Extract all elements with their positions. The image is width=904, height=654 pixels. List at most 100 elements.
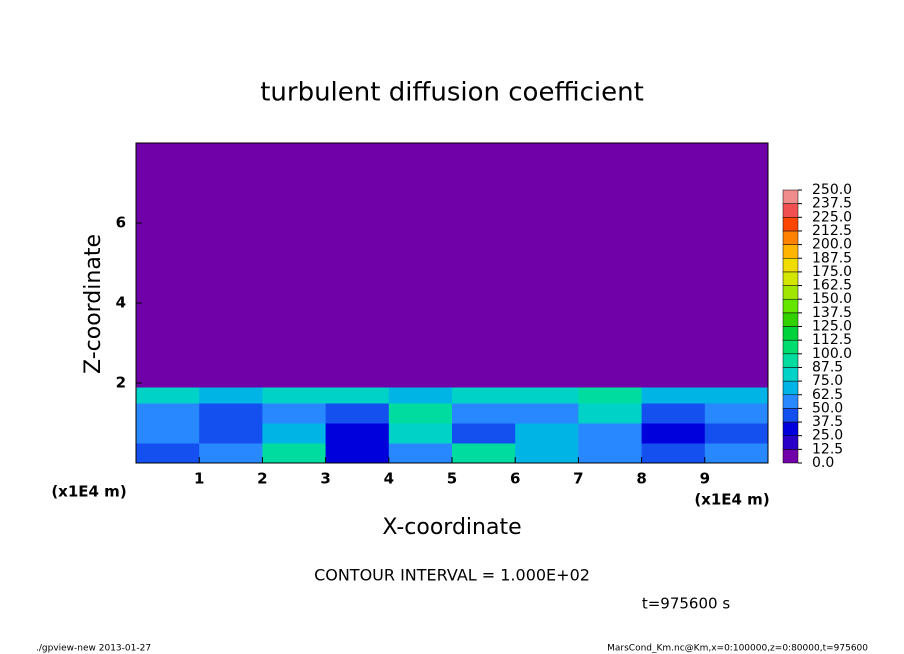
y-unit-label: (x1E4 m) — [51, 483, 126, 501]
colorbar-box — [782, 380, 799, 396]
colorbar-label: 237.5 — [812, 196, 852, 212]
cell — [325, 443, 390, 464]
colorbar-label: 100.0 — [812, 346, 852, 362]
cell — [199, 387, 263, 404]
colorbar-label: 187.5 — [812, 250, 852, 266]
colorbar-box — [782, 258, 799, 273]
colorbar-box — [782, 312, 799, 327]
colorbar-box — [782, 189, 799, 204]
x-tick-label: 1 — [194, 470, 204, 488]
x-tick-label: 4 — [384, 470, 394, 488]
cell — [325, 423, 390, 444]
cell — [136, 387, 200, 404]
colorbar-label: 37.5 — [812, 414, 843, 430]
cell — [388, 403, 453, 424]
colorbar-label: 137.5 — [812, 305, 852, 321]
cell — [136, 423, 200, 444]
y-tick-label: 4 — [116, 294, 126, 312]
cell — [325, 143, 390, 388]
colorbar-label: 25.0 — [812, 428, 843, 444]
cell — [515, 423, 579, 444]
colorbar-box — [782, 353, 799, 368]
cell — [641, 143, 706, 388]
x-tick-label: 6 — [510, 470, 520, 488]
colorbar-label: 225.0 — [812, 209, 852, 225]
x-tick-label: 5 — [447, 470, 457, 488]
cell — [578, 403, 643, 424]
cell — [262, 143, 327, 388]
cell — [452, 143, 516, 388]
cell — [515, 443, 579, 464]
footer-right: MarsCond_Km.nc@Km,x=0:100000,z=0:80000,t… — [607, 644, 868, 654]
x-tick-label: 3 — [320, 470, 330, 488]
colorbar-box — [782, 298, 799, 314]
colorbar-label: 0.0 — [812, 455, 834, 471]
cell — [515, 387, 579, 404]
cell — [515, 143, 579, 388]
cell — [199, 143, 263, 388]
contour-interval: CONTOUR INTERVAL = 1.000E+02 — [314, 566, 590, 585]
x-tick-label: 2 — [257, 470, 267, 488]
cell — [199, 443, 263, 464]
time-label: t=975600 s — [642, 595, 730, 613]
colorbar-box — [782, 285, 799, 300]
cell — [262, 443, 327, 464]
cell — [388, 423, 453, 444]
colorbar-label: 50.0 — [812, 400, 843, 416]
colorbar-label: 212.5 — [812, 223, 852, 239]
cell — [704, 403, 769, 424]
colorbar-label: 75.0 — [812, 373, 843, 389]
cell — [578, 443, 643, 464]
colorbar-label: 125.0 — [812, 319, 852, 335]
colorbar-box — [782, 217, 799, 232]
x-tick-label: 8 — [636, 470, 646, 488]
colorbar-label: 250.0 — [812, 182, 852, 198]
cell — [578, 143, 643, 388]
cell — [325, 403, 390, 424]
cell — [388, 443, 453, 464]
x-unit-label: (x1E4 m) — [694, 491, 769, 509]
colorbar-box — [782, 394, 799, 409]
colorbar-label: 87.5 — [812, 359, 843, 375]
colorbar-label: 175.0 — [812, 264, 852, 280]
cell — [325, 387, 390, 404]
y-tick-label: 6 — [116, 214, 126, 232]
x-axis-label: X-coordinate — [382, 515, 521, 540]
cell — [136, 443, 200, 464]
cell — [262, 387, 327, 404]
cell — [704, 143, 769, 388]
x-tick-label: 9 — [700, 470, 710, 488]
cell — [641, 403, 706, 424]
cell — [388, 387, 453, 404]
cell — [641, 387, 706, 404]
colorbar-label: 200.0 — [812, 237, 852, 253]
cell — [452, 423, 516, 444]
colorbar-box — [782, 326, 799, 341]
cell — [641, 423, 706, 444]
colorbar-box — [782, 449, 799, 464]
cell — [136, 403, 200, 424]
colorbar-box — [782, 435, 799, 450]
colorbar-box — [782, 339, 799, 355]
cell — [262, 423, 327, 444]
colorbar-box — [782, 244, 799, 259]
cell — [262, 403, 327, 424]
cell — [452, 443, 516, 464]
cell — [136, 143, 200, 388]
colorbar-box — [782, 230, 799, 245]
colorbar-box — [782, 408, 799, 423]
cell — [199, 403, 263, 424]
cell — [199, 423, 263, 444]
colorbar-label: 12.5 — [812, 441, 843, 457]
cell — [704, 423, 769, 444]
cell — [452, 387, 516, 404]
cell — [388, 143, 453, 388]
y-tick-label: 2 — [116, 374, 126, 392]
colorbar-box — [782, 271, 799, 286]
colorbar-label: 62.5 — [812, 387, 843, 403]
cell — [515, 403, 579, 424]
x-tick-label: 7 — [573, 470, 583, 488]
cell — [578, 387, 643, 404]
colorbar-box — [782, 421, 799, 436]
colorbar-label: 112.5 — [812, 332, 852, 348]
